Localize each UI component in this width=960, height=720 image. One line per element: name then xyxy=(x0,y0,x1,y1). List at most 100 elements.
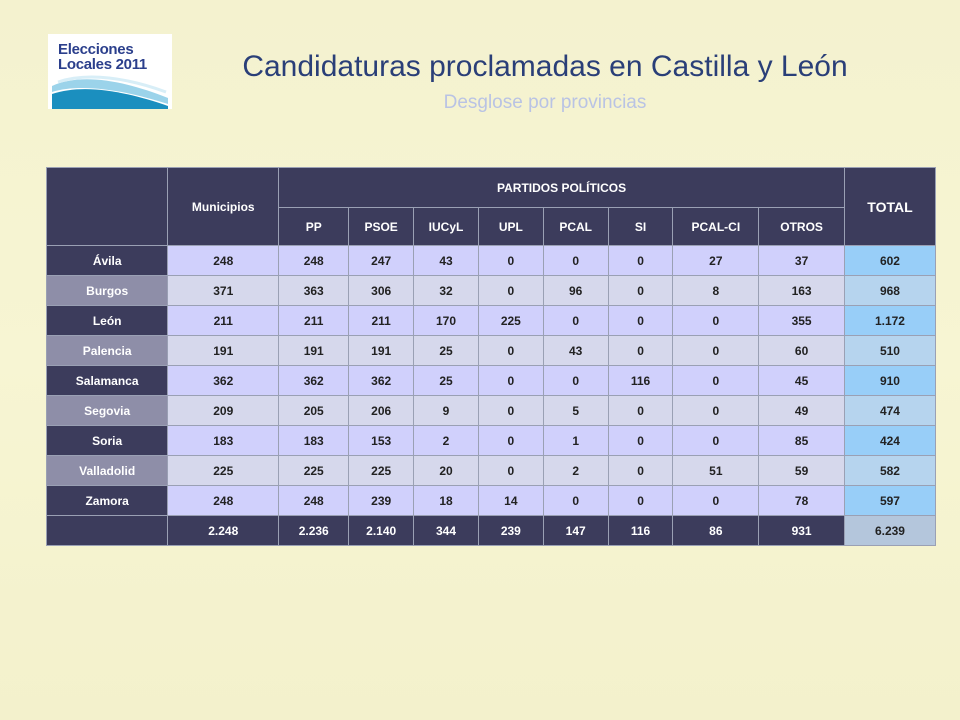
totals-party-cell: 2.140 xyxy=(348,515,415,546)
party-value-cell: 163 xyxy=(758,275,845,306)
province-name: Palencia xyxy=(45,335,169,366)
municipios-cell: 371 xyxy=(167,275,280,306)
party-value-cell: 25 xyxy=(413,365,479,396)
party-value-cell: 43 xyxy=(413,245,479,276)
header-partidos: PARTIDOS POLÍTICOS xyxy=(278,167,845,208)
province-name: Burgos xyxy=(45,275,169,306)
province-name: Ávila xyxy=(45,245,169,276)
party-value-cell: 0 xyxy=(542,485,609,516)
party-value-cell: 362 xyxy=(348,365,415,396)
row-total-cell: 597 xyxy=(843,485,937,516)
party-value-cell: 27 xyxy=(672,245,760,276)
party-value-cell: 0 xyxy=(477,455,544,486)
totals-party-cell: 931 xyxy=(758,515,845,546)
table-row: Valladolid 225 225 225 20 0 2 0 51 59 582 xyxy=(45,455,937,486)
header-party: OTROS xyxy=(758,207,845,246)
party-value-cell: 0 xyxy=(607,245,674,276)
party-value-cell: 0 xyxy=(607,455,674,486)
row-total-cell: 474 xyxy=(843,395,937,426)
party-value-cell: 0 xyxy=(672,365,760,396)
party-value-cell: 1 xyxy=(542,425,609,456)
province-name: Soria xyxy=(45,425,169,456)
logo-line-1: Elecciones xyxy=(58,41,134,58)
municipios-cell: 225 xyxy=(167,455,280,486)
party-value-cell: 0 xyxy=(607,275,674,306)
row-total-cell: 602 xyxy=(843,245,937,276)
party-value-cell: 191 xyxy=(278,335,350,366)
party-value-cell: 8 xyxy=(672,275,760,306)
party-value-cell: 32 xyxy=(413,275,479,306)
party-value-cell: 0 xyxy=(607,335,674,366)
row-total-cell: 910 xyxy=(843,365,937,396)
table-row: Zamora 248 248 239 18 14 0 0 0 78 597 xyxy=(45,485,937,516)
party-value-cell: 51 xyxy=(672,455,760,486)
party-value-cell: 211 xyxy=(278,305,350,336)
logo-text: Elecciones Locales 2011 xyxy=(58,42,170,72)
table-row: Palencia 191 191 191 25 0 43 0 0 60 510 xyxy=(45,335,937,366)
party-value-cell: 225 xyxy=(477,305,544,336)
party-value-cell: 0 xyxy=(672,395,760,426)
header-party: PCAL-CI xyxy=(672,207,760,246)
party-value-cell: 0 xyxy=(477,245,544,276)
party-value-cell: 9 xyxy=(413,395,479,426)
municipios-cell: 209 xyxy=(167,395,280,426)
row-total-cell: 968 xyxy=(843,275,937,306)
municipios-cell: 191 xyxy=(167,335,280,366)
party-value-cell: 0 xyxy=(607,305,674,336)
table-row: Burgos 371 363 306 32 0 96 0 8 163 968 xyxy=(45,275,937,306)
party-value-cell: 225 xyxy=(278,455,350,486)
municipios-cell: 362 xyxy=(167,365,280,396)
party-value-cell: 85 xyxy=(758,425,845,456)
party-value-cell: 0 xyxy=(477,365,544,396)
municipios-cell: 248 xyxy=(167,485,280,516)
municipios-cell: 183 xyxy=(167,425,280,456)
party-value-cell: 37 xyxy=(758,245,845,276)
party-value-cell: 0 xyxy=(672,335,760,366)
totals-party-cell: 86 xyxy=(672,515,760,546)
table-row: Ávila 248 248 247 43 0 0 0 27 37 602 xyxy=(45,245,937,276)
row-total-cell: 424 xyxy=(843,425,937,456)
province-name: León xyxy=(45,305,169,336)
party-value-cell: 0 xyxy=(542,365,609,396)
table-row: Segovia 209 205 206 9 0 5 0 0 49 474 xyxy=(45,395,937,426)
party-value-cell: 211 xyxy=(348,305,415,336)
header-municipios: Municipios xyxy=(167,167,280,246)
header-party: SI xyxy=(607,207,674,246)
totals-label-cell xyxy=(45,515,169,546)
party-value-cell: 0 xyxy=(607,485,674,516)
header-party: IUCyL xyxy=(413,207,479,246)
party-value-cell: 0 xyxy=(672,485,760,516)
party-value-cell: 0 xyxy=(672,425,760,456)
table-row: Soria 183 183 153 2 0 1 0 0 85 424 xyxy=(45,425,937,456)
row-total-cell: 510 xyxy=(843,335,937,366)
corner-cell xyxy=(45,167,169,246)
header-party: PCAL xyxy=(542,207,609,246)
party-value-cell: 0 xyxy=(607,425,674,456)
table-row: León 211 211 211 170 225 0 0 0 355 1.172 xyxy=(45,305,937,336)
party-value-cell: 191 xyxy=(348,335,415,366)
table-row: Salamanca 362 362 362 25 0 0 116 0 45 910 xyxy=(45,365,937,396)
party-value-cell: 116 xyxy=(607,365,674,396)
party-value-cell: 43 xyxy=(542,335,609,366)
totals-party-cell: 344 xyxy=(413,515,479,546)
page-subtitle: Desglose por provincias xyxy=(443,92,647,113)
party-value-cell: 183 xyxy=(278,425,350,456)
totals-party-cell: 116 xyxy=(607,515,674,546)
party-value-cell: 248 xyxy=(278,485,350,516)
party-value-cell: 5 xyxy=(542,395,609,426)
header-party: UPL xyxy=(477,207,544,246)
party-value-cell: 96 xyxy=(542,275,609,306)
totals-party-cell: 2.236 xyxy=(278,515,350,546)
province-name: Salamanca xyxy=(45,365,169,396)
party-value-cell: 248 xyxy=(278,245,350,276)
party-value-cell: 25 xyxy=(413,335,479,366)
municipios-cell: 248 xyxy=(167,245,280,276)
header-party: PSOE xyxy=(348,207,415,246)
party-value-cell: 0 xyxy=(672,305,760,336)
province-name: Zamora xyxy=(45,485,169,516)
party-value-cell: 45 xyxy=(758,365,845,396)
party-value-cell: 363 xyxy=(278,275,350,306)
totals-party-cell: 147 xyxy=(542,515,609,546)
party-value-cell: 2 xyxy=(542,455,609,486)
candidaturas-table: Municipios PARTIDOS POLÍTICOS TOTAL PP PS… xyxy=(45,167,937,546)
